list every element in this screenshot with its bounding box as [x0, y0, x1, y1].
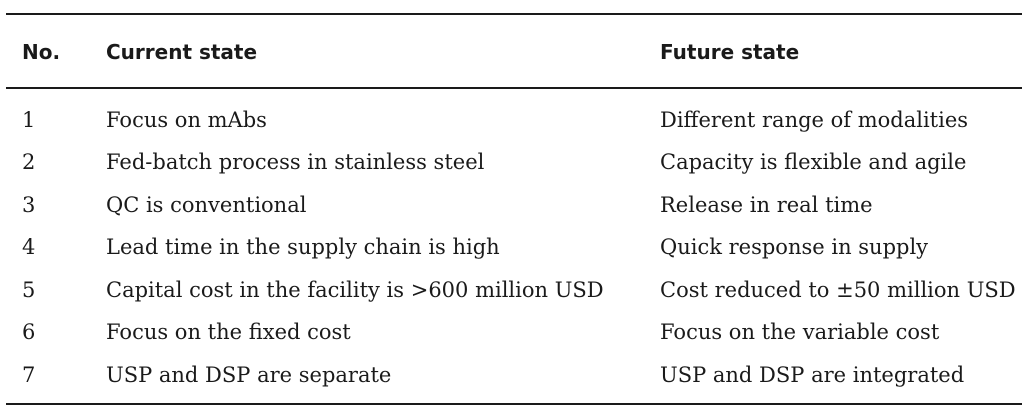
header-future-state: Future state	[660, 40, 800, 64]
table-body: 1 Focus on mAbs Different range of modal…	[6, 89, 1022, 403]
row-current-state: Focus on mAbs	[106, 108, 267, 132]
row-number: 5	[22, 278, 36, 302]
table-row: 4 Lead time in the supply chain is high …	[6, 233, 1022, 275]
row-current-state: QC is conventional	[106, 193, 307, 217]
table-top-rule	[6, 13, 1022, 15]
row-future-state: Quick response in supply	[660, 235, 929, 259]
table-row: 6 Focus on the fixed cost Focus on the v…	[6, 318, 1022, 360]
table-row: 3 QC is conventional Release in real tim…	[6, 191, 1022, 233]
table-row: 1 Focus on mAbs Different range of modal…	[6, 106, 1022, 148]
row-current-state: Focus on the fixed cost	[106, 320, 351, 344]
table-row: 7 USP and DSP are separate USP and DSP a…	[6, 361, 1022, 403]
row-future-state: Capacity is flexible and agile	[660, 150, 967, 174]
row-future-state: Cost reduced to ±50 million USD	[660, 278, 1016, 302]
row-number: 4	[22, 235, 36, 259]
row-number: 7	[22, 363, 36, 387]
header-no: No.	[22, 40, 61, 64]
table-header-rule	[6, 87, 1022, 89]
table-row: 2 Fed-batch process in stainless steel C…	[6, 148, 1022, 190]
table-row: 5 Capital cost in the facility is >600 m…	[6, 276, 1022, 318]
table-header-row: No. Current state Future state	[6, 15, 1022, 87]
header-current-state: Current state	[106, 40, 258, 64]
row-number: 1	[22, 108, 36, 132]
row-current-state: Capital cost in the facility is >600 mil…	[106, 278, 604, 302]
row-current-state: Fed-batch process in stainless steel	[106, 150, 485, 174]
comparison-table: No. Current state Future state 1 Focus o…	[6, 13, 1022, 405]
row-number: 6	[22, 320, 36, 344]
row-current-state: Lead time in the supply chain is high	[106, 235, 500, 259]
row-future-state: Release in real time	[660, 193, 873, 217]
row-future-state: Focus on the variable cost	[660, 320, 940, 344]
row-number: 3	[22, 193, 36, 217]
row-number: 2	[22, 150, 36, 174]
table-bottom-rule	[6, 403, 1022, 405]
row-future-state: Different range of modalities	[660, 108, 969, 132]
row-current-state: USP and DSP are separate	[106, 363, 392, 387]
row-future-state: USP and DSP are integrated	[660, 363, 965, 387]
